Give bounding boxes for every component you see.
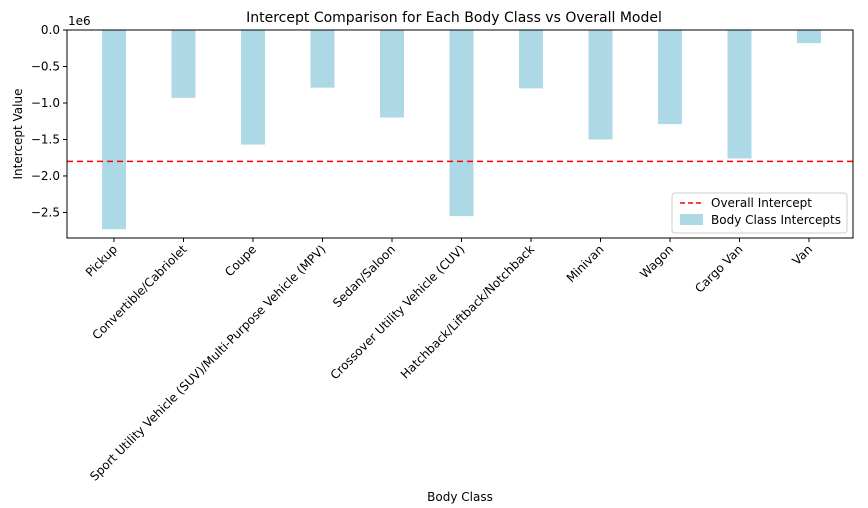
bars-group (102, 30, 821, 230)
legend-box (671, 192, 848, 234)
bar-6 (449, 30, 474, 217)
x-tick-label: Coupe (222, 242, 259, 279)
y-tick-label: 0.0 (41, 23, 60, 37)
x-tick-label: Hatchback/Liftback/Notchback (398, 242, 537, 381)
x-tick-label: Pickup (83, 242, 120, 279)
y-ticks-group: 0.0 −0.5 −1.0 −1.5 −2.0 −2.5 (31, 23, 67, 219)
y-tick-label: −2.5 (31, 205, 60, 219)
bar-9 (658, 30, 682, 125)
bar-10 (727, 30, 752, 159)
bar-11 (797, 30, 821, 44)
y-scale-label: 1e6 (68, 14, 91, 28)
legend-bar-swatch (680, 214, 703, 225)
bar-4 (310, 30, 335, 88)
bar-5 (380, 30, 404, 118)
legend: Overall Intercept Body Class Intercepts (671, 192, 848, 234)
chart-title: Intercept Comparison for Each Body Class… (246, 10, 662, 26)
x-tick-label: Cargo Van (692, 242, 745, 295)
x-tick-label: Van (789, 242, 815, 268)
y-tick-label: −1.5 (31, 132, 60, 146)
bar-3 (241, 30, 265, 145)
legend-label-overall-intercept: Overall Intercept (711, 196, 812, 210)
y-tick-label: −0.5 (31, 59, 60, 73)
plot-frame (66, 29, 854, 239)
x-axis-label: Body Class (427, 490, 493, 504)
bar-7 (519, 30, 543, 89)
x-tick-label: Crossover Utility Vehicle (CUV) (328, 242, 468, 382)
bar-8 (588, 30, 613, 140)
x-tick-label: Minivan (564, 242, 607, 285)
legend-label-body-class-intercepts: Body Class Intercepts (711, 213, 841, 227)
y-tick-label: −1.0 (31, 96, 60, 110)
x-tick-label: Sedan/Saloon (330, 242, 398, 310)
y-axis-label: Intercept Value (11, 89, 25, 180)
x-tick-label: Sport Utility Vehicle (SUV)/Multi-Purpos… (87, 242, 328, 483)
bar-2 (171, 30, 196, 98)
bar-1 (102, 30, 126, 230)
x-tick-label: Wagon (637, 242, 676, 281)
y-tick-label: −2.0 (31, 169, 60, 183)
